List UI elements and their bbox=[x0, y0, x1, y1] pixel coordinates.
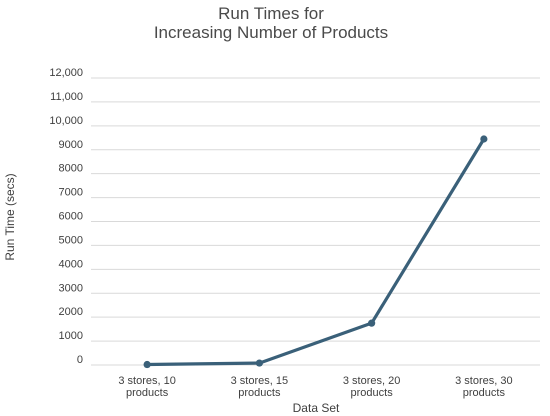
y-tick-label: 7000 bbox=[59, 187, 83, 199]
data-point bbox=[368, 319, 376, 327]
y-tick-label: 3000 bbox=[59, 282, 83, 294]
data-point bbox=[143, 360, 151, 369]
y-tick-label: 10,000 bbox=[49, 115, 83, 127]
gridlines bbox=[91, 77, 540, 366]
data-point bbox=[480, 135, 488, 143]
chart-title-line-2: Increasing Number of Products bbox=[154, 23, 388, 42]
chart-title-line-1: Run Times for bbox=[218, 4, 324, 23]
x-axis-categories: 3 stores, 10 products 3 stores, 15 products… bbox=[118, 375, 512, 399]
y-tick-label: 12,000 bbox=[49, 67, 83, 79]
y-tick-label: 2000 bbox=[59, 306, 83, 318]
y-tick-label: 11,000 bbox=[50, 91, 83, 103]
x-category-label: 3 stores, 20 products bbox=[343, 375, 400, 399]
x-axis-title: Data Set bbox=[293, 401, 340, 415]
x-category-label: 3 stores, 15 products bbox=[231, 375, 288, 399]
y-tick-label: 1000 bbox=[59, 330, 83, 342]
data-point bbox=[255, 359, 263, 367]
y-tick-label: 6000 bbox=[59, 211, 83, 223]
y-axis-title: Run Time (secs) bbox=[3, 173, 17, 260]
y-tick-label: 0 bbox=[77, 354, 83, 366]
y-axis-ticks: 0 1000 2000 3000 4000 5000 6000 7000 8000 9000 10,… bbox=[49, 67, 83, 366]
x-category-label: 3 stores, 30 products bbox=[455, 375, 512, 399]
y-tick-label: 8000 bbox=[59, 163, 83, 175]
y-tick-label: 4000 bbox=[59, 258, 83, 270]
series-run-time bbox=[143, 135, 488, 369]
x-category-label: 3 stores, 10 products bbox=[118, 375, 175, 399]
series-line bbox=[145, 137, 486, 367]
y-tick-label: 5000 bbox=[59, 234, 83, 246]
y-tick-label: 9000 bbox=[59, 139, 83, 151]
